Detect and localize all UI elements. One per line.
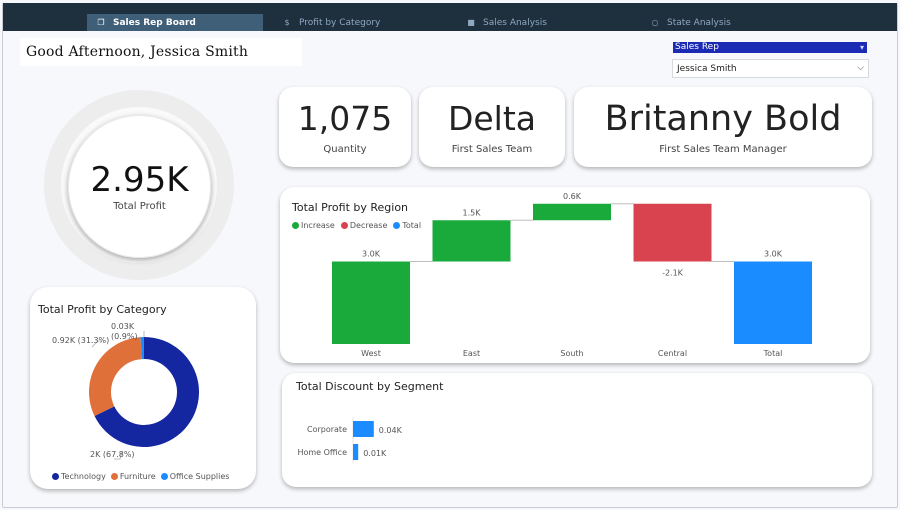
legend-item-furniture[interactable]: Furniture: [110, 472, 156, 481]
segment-bar-corporate: [353, 421, 374, 437]
first-sales-team-manager-card: Britanny Bold First Sales Team Manager: [574, 87, 872, 167]
quantity-value: 1,075: [297, 98, 393, 138]
first-sales-team-manager-label: First Sales Team Manager: [659, 143, 787, 155]
data-label: 0.04K: [379, 426, 403, 435]
data-label: (0.9%): [111, 332, 138, 341]
total-profit-label: Total Profit: [113, 201, 166, 212]
discount-by-segment-chart: Corporate 0.04K Home Office 0.01K: [297, 417, 403, 463]
waterfall-bar-south: [533, 203, 611, 221]
slicer-selected-value: Jessica Smith: [677, 63, 737, 74]
board-icon: ❐: [97, 18, 105, 27]
dollar-icon: $: [284, 18, 290, 27]
x-tick-label: South: [560, 349, 583, 358]
leader-line: [91, 340, 102, 348]
legend-dot-office-supplies: [160, 473, 168, 480]
legend-item-technology[interactable]: Technology: [52, 472, 106, 481]
slicer-header: Sales Rep ▾: [673, 42, 867, 53]
tab-label: Sales Rep Board: [113, 17, 196, 28]
legend-dot-technology: [52, 473, 59, 480]
profit-by-region-chart: 3.0K West 1.5K East 0.6K South -2.1K Central 3.0…: [332, 192, 812, 358]
legend-item-total[interactable]: Total: [393, 221, 421, 230]
tab-sales-rep-board[interactable]: ❐ Sales Rep Board: [87, 14, 263, 31]
legend-item-increase[interactable]: Increase: [292, 221, 335, 230]
waterfall-bar-total: [734, 261, 812, 344]
legend-dot-decrease: [340, 222, 348, 229]
first-sales-team-label: First Sales Team: [451, 143, 533, 155]
quantity-card: 1,075 Quantity: [279, 87, 411, 167]
legend-dot-total: [393, 222, 401, 229]
leader-line: [114, 451, 123, 460]
legend-item-decrease[interactable]: Decrease: [340, 221, 388, 230]
profit-by-region-legend: Increase Decrease Total: [292, 221, 421, 230]
data-label: 2K (67.8%): [90, 450, 135, 459]
chevron-down-icon: ▾: [859, 43, 864, 52]
data-label: 0.92K (31.3%): [52, 336, 109, 345]
legend-dot-furniture: [110, 473, 118, 480]
data-label: 0.01K: [363, 449, 387, 458]
sales-rep-dropdown[interactable]: Jessica Smith ⌵: [672, 59, 869, 78]
x-tick-label: East: [463, 349, 480, 358]
legend-label: Furniture: [119, 472, 156, 481]
data-label: 0.6K: [563, 192, 582, 201]
tab-label: Profit by Category: [299, 17, 381, 28]
legend-label: Decrease: [349, 221, 388, 230]
y-tick-label: Corporate: [307, 425, 347, 434]
x-tick-label: Total: [763, 349, 783, 358]
legend-label: Technology: [61, 472, 106, 481]
legend-label: Office Supplies: [169, 472, 230, 481]
waterfall-bar-central: [633, 203, 712, 262]
donut-slice-furniture: [89, 337, 142, 417]
x-tick-label: West: [361, 349, 381, 358]
legend-item-office-supplies[interactable]: Office Supplies: [160, 472, 230, 481]
chevron-down-icon[interactable]: ⌵: [857, 63, 864, 73]
first-sales-team-value: Delta: [447, 98, 537, 138]
legend-label: Total: [402, 221, 422, 230]
top-nav: ❐ Sales Rep Board $ Profit by Category ■…: [3, 3, 897, 31]
discount-by-segment-title: Total Discount by Segment: [296, 380, 444, 393]
data-label: 1.5K: [463, 208, 482, 217]
profit-by-category-card: Total Profit by Category 2K (67.8%) 0.92K…: [30, 287, 256, 489]
tab-label: Sales Analysis: [483, 17, 547, 28]
tab-label: State Analysis: [667, 17, 731, 28]
tab-profit-by-category[interactable]: $ Profit by Category: [281, 14, 441, 31]
legend-label: Increase: [301, 221, 335, 230]
donut-slice-technology: [94, 337, 199, 447]
profit-by-region-title: Total Profit by Region: [292, 201, 409, 214]
waterfall-bar-east: [432, 220, 511, 262]
y-tick-label: Home Office: [297, 448, 347, 457]
data-label: 3.0K: [362, 250, 381, 259]
waterfall-bar-west: [332, 261, 410, 344]
circle-icon: ○: [651, 18, 659, 27]
donut-slice-office-supplies: [140, 337, 144, 360]
data-label: 3.0K: [764, 250, 783, 259]
truck-icon: ■: [467, 18, 475, 27]
profit-by-region-card: Total Profit by Region Increase Decrease…: [280, 187, 870, 363]
discount-by-segment-card: Total Discount by Segment Corporate 0.04K…: [282, 373, 872, 487]
quantity-label: Quantity: [323, 143, 367, 155]
data-label: 0.03K: [111, 322, 135, 331]
first-sales-team-card: Delta First Sales Team: [419, 87, 565, 167]
profit-by-category-title: Total Profit by Category: [38, 303, 167, 316]
x-tick-label: Central: [658, 349, 687, 358]
tab-state-analysis[interactable]: ○ State Analysis: [649, 14, 799, 31]
slicer-header-label: Sales Rep: [675, 42, 719, 52]
greeting-text: Good Afternoon, Jessica Smith: [20, 38, 302, 66]
profit-by-category-legend: Technology Furniture Office Supplies: [52, 472, 229, 481]
total-profit-kpi: 2.95K Total Profit: [68, 115, 211, 258]
total-profit-value: 2.95K: [90, 160, 189, 200]
profit-by-category-chart: 2K (67.8%) 0.92K (31.3%)0.03K(0.9%): [52, 322, 199, 460]
segment-bar-home-office: [353, 444, 359, 460]
first-sales-team-manager-value: Britanny Bold: [604, 98, 842, 139]
legend-dot-increase: [292, 222, 299, 229]
data-label: -2.1K: [662, 269, 684, 278]
tab-sales-analysis[interactable]: ■ Sales Analysis: [465, 14, 615, 31]
